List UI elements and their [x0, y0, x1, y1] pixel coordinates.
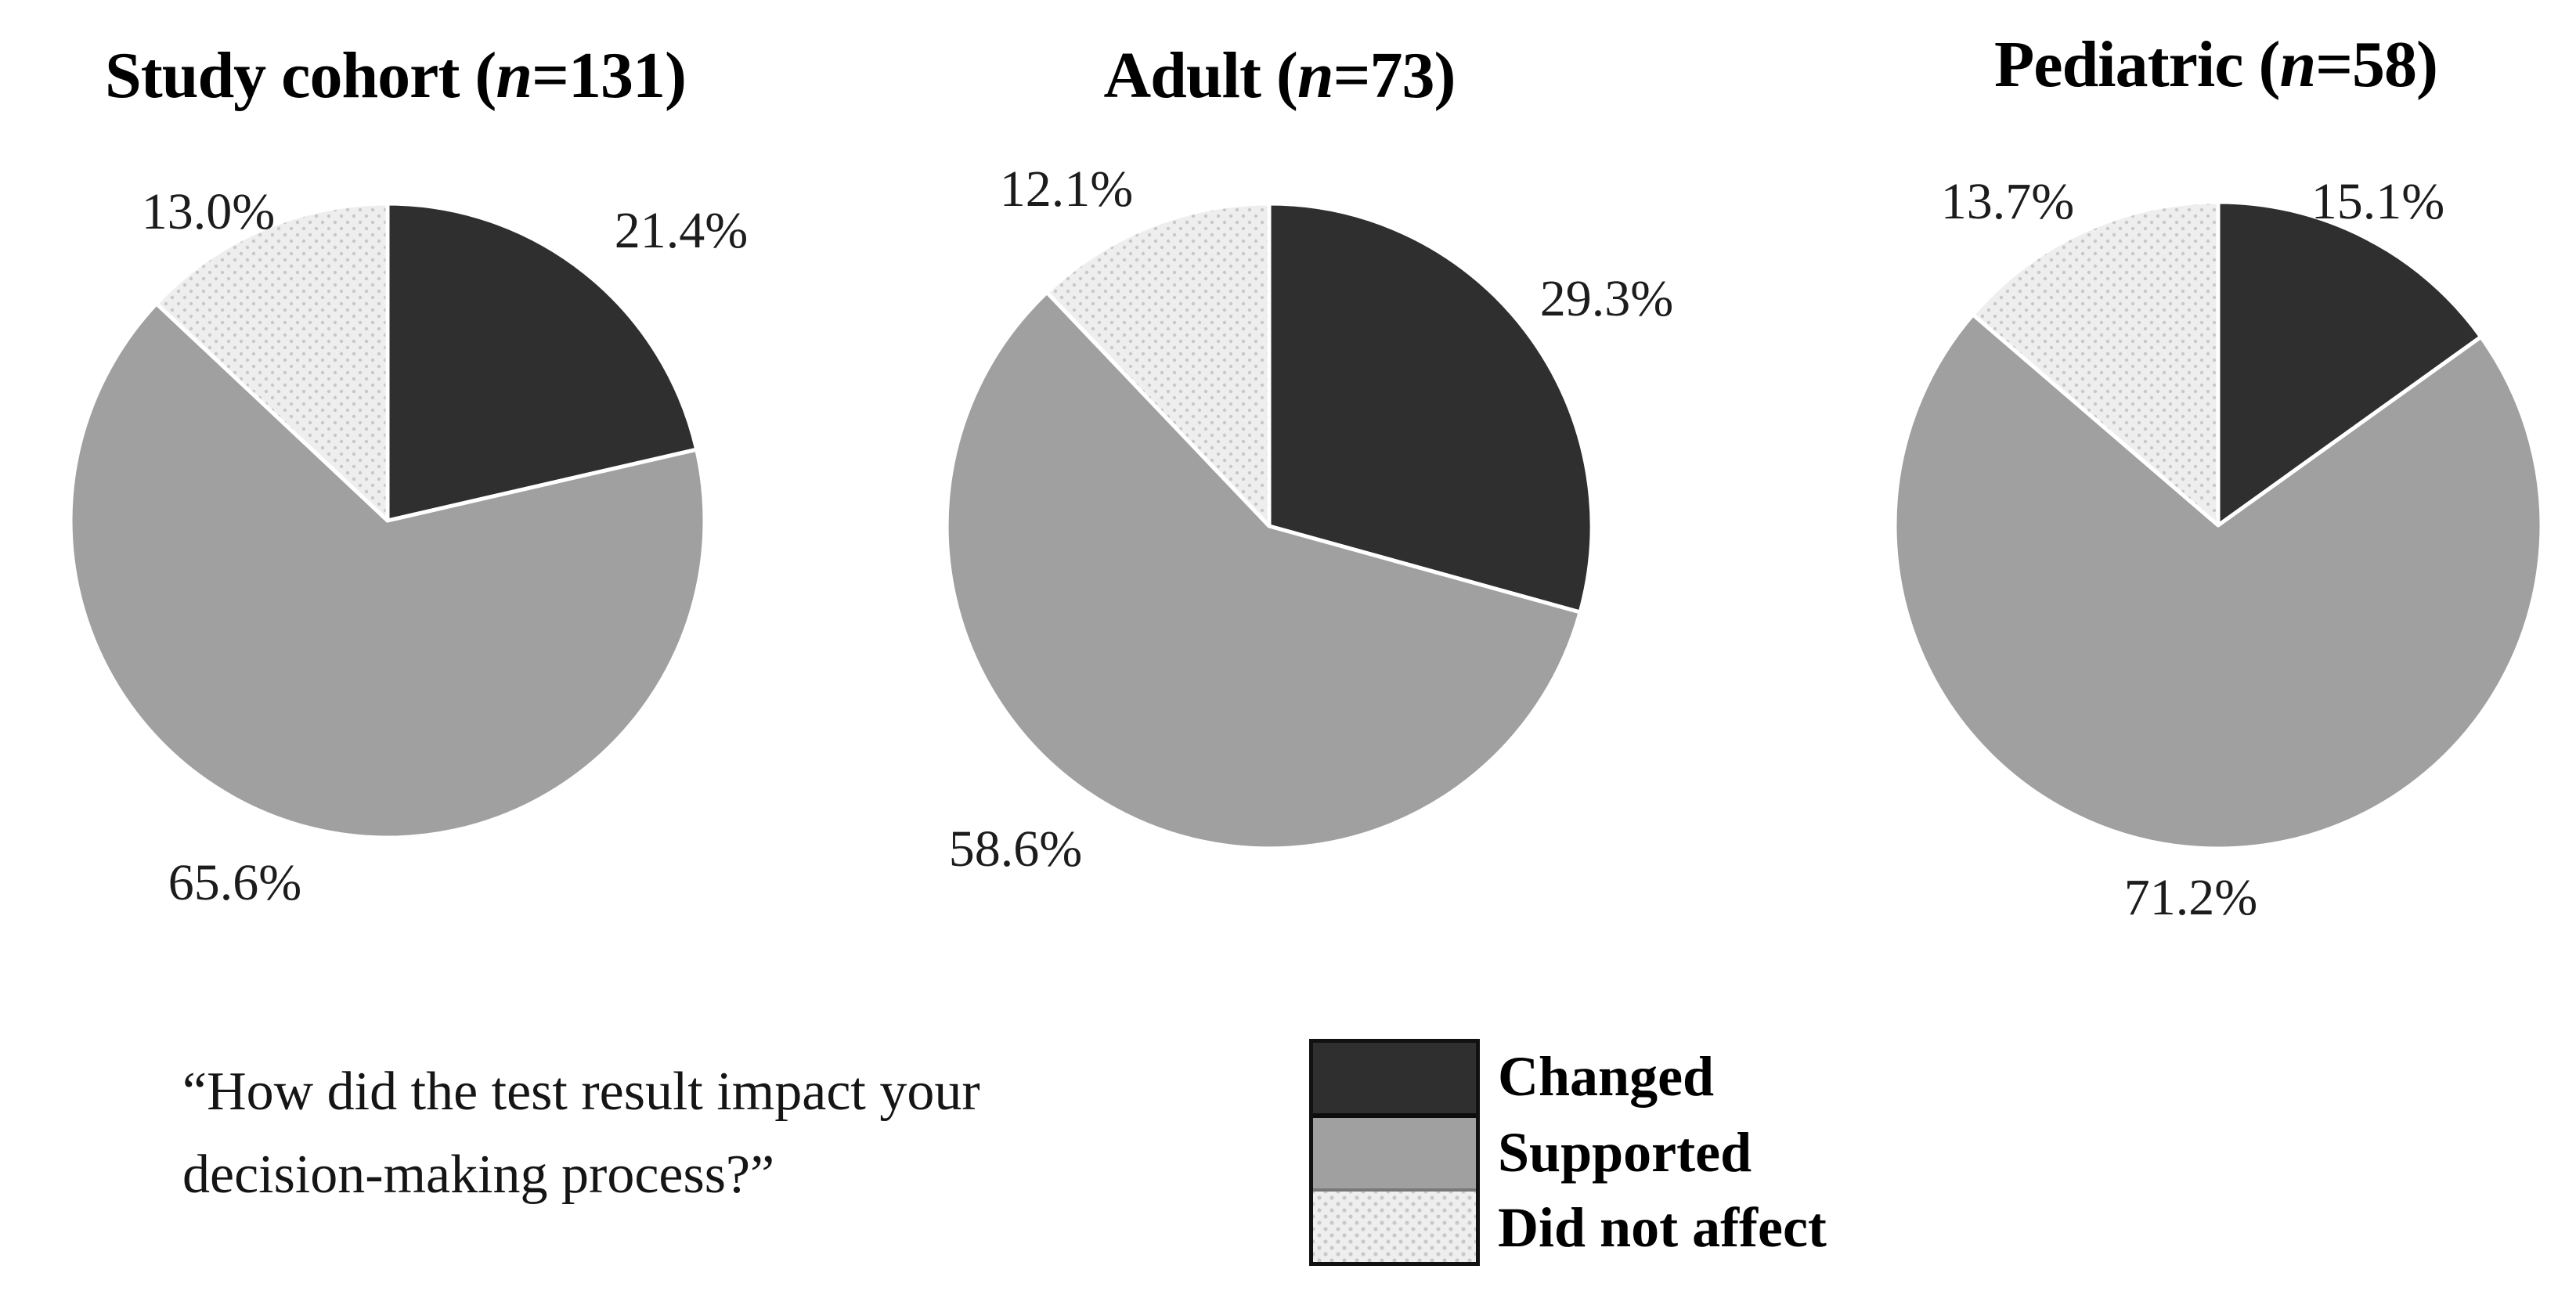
legend-swatch-supported [1313, 1118, 1476, 1192]
legend-swatch-did-not-affect [1313, 1192, 1476, 1262]
pie-title-study-cohort: Study cohort (n=131) [105, 38, 687, 114]
slice-label-adult-did-not-affect: 12.1% [999, 160, 1134, 218]
slice-label-pediatric-changed: 15.1% [2311, 173, 2445, 230]
title-text: Pediatric ( [1993, 28, 2280, 101]
legend-swatch-changed [1313, 1043, 1476, 1118]
pie-slice-changed [1267, 201, 1594, 615]
legend: Changed Supported Did not affect [1309, 1039, 1827, 1266]
slice-label-pediatric-did-not-affect: 13.7% [1940, 173, 2075, 230]
pie-study-cohort [68, 201, 707, 840]
survey-question-line1: “How did the test result impact your [182, 1062, 980, 1122]
slice-label-study-changed: 21.4% [614, 202, 749, 259]
slice-label-adult-changed: 29.3% [1539, 270, 1674, 327]
pie-slice-changed [2216, 200, 2484, 528]
legend-label-supported: Supported [1498, 1120, 1752, 1184]
legend-label-changed: Changed [1498, 1044, 1715, 1108]
pie-pediatric [1892, 200, 2544, 851]
pie-adult [944, 201, 1594, 851]
pie-title-pediatric: Pediatric (n=58) [1993, 27, 2438, 103]
title-n-italic: n [496, 39, 532, 112]
slice-label-study-supported: 65.6% [168, 854, 302, 911]
title-n-italic: n [1297, 39, 1334, 112]
title-text: =73) [1333, 39, 1456, 112]
pie-slice-changed [385, 201, 699, 523]
pie-title-adult: Adult (n=73) [1104, 38, 1456, 114]
pie-slice-supported [68, 301, 707, 840]
pie-slice-did-not-affect [1044, 201, 1272, 528]
title-text: =58) [2315, 28, 2438, 101]
pie-slice-supported [944, 290, 1582, 851]
slice-label-study-did-not-affect: 13.0% [141, 183, 276, 240]
legend-swatch-column [1309, 1039, 1480, 1266]
slice-label-pediatric-supported: 71.2% [2123, 869, 2258, 926]
title-text: =131) [532, 39, 687, 112]
legend-label-did-not-affect: Did not affect [1498, 1196, 1827, 1260]
title-n-italic: n [2279, 28, 2316, 101]
pie-slice-supported [1892, 312, 2544, 851]
pie-slice-did-not-affect [154, 201, 390, 523]
title-text: Adult ( [1103, 39, 1298, 112]
slice-label-adult-supported: 58.6% [948, 820, 1083, 878]
survey-question: “How did the test result impact your dec… [182, 1051, 980, 1217]
pie-slice-did-not-affect [1971, 200, 2221, 528]
title-text: Study cohort ( [105, 39, 496, 112]
survey-question-line2: decision-making process?” [182, 1145, 775, 1205]
legend-labels: Changed Supported Did not affect [1498, 1039, 1827, 1266]
